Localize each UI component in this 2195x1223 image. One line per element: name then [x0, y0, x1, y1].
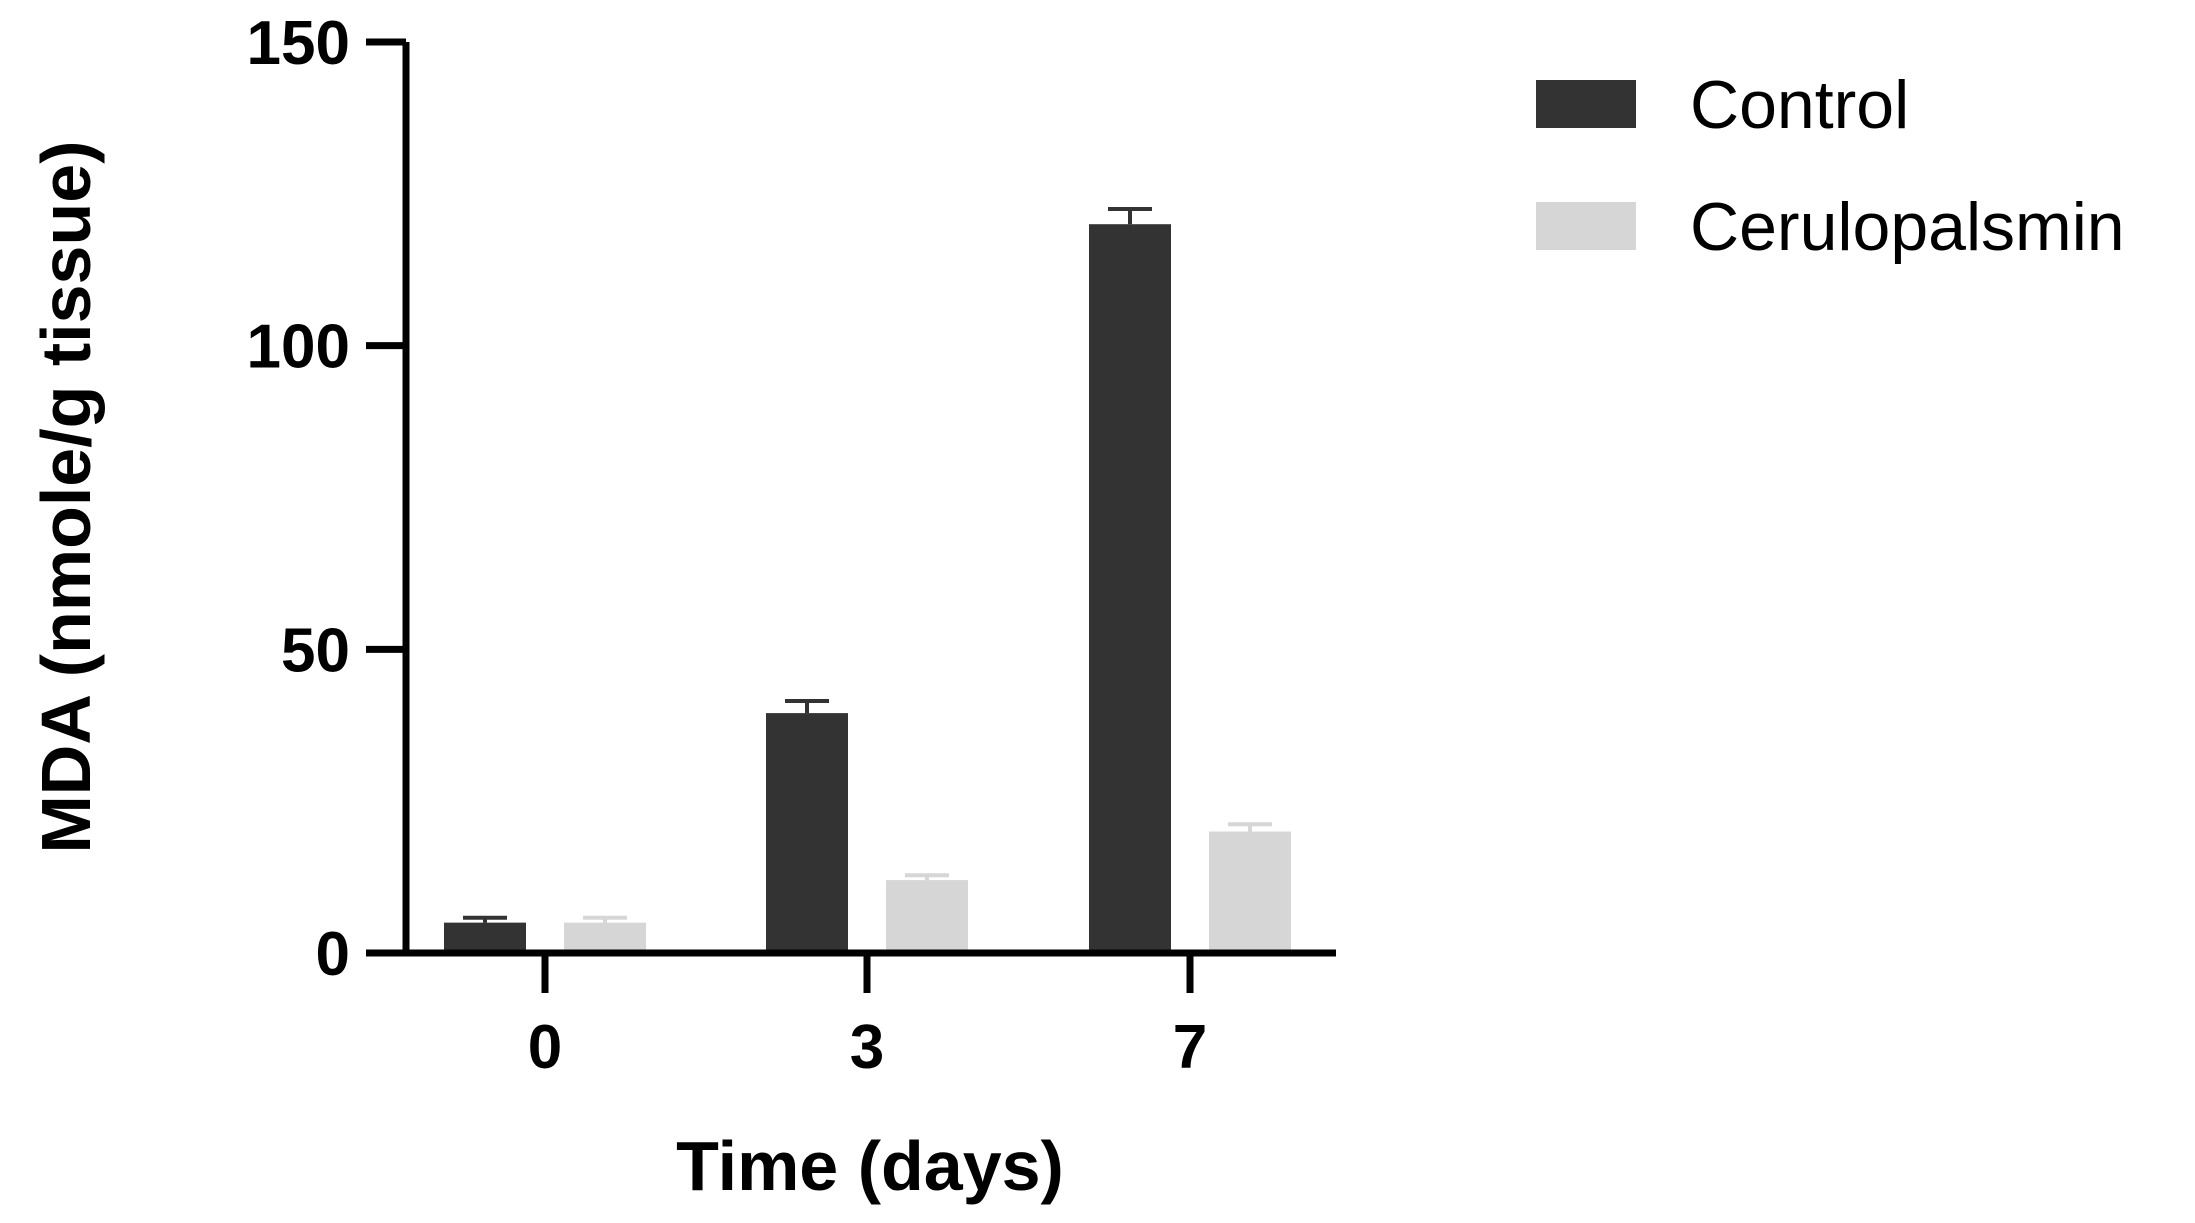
bar-control-day-7 — [1089, 224, 1171, 953]
bars-layer — [444, 224, 1291, 953]
y-tick-label: 0 — [316, 920, 350, 989]
bar-control-day-3 — [766, 713, 848, 953]
x-ticks-layer: 0 3 7 — [528, 953, 1207, 1082]
axes-layer — [402, 42, 1336, 957]
legend-label-control: Control — [1690, 67, 1909, 143]
legend: Control Cerulopalsmin — [1536, 67, 2125, 265]
x-tick-label: 0 — [528, 1013, 562, 1082]
y-tick-label: 100 — [247, 313, 350, 382]
y-tick-label: 150 — [247, 9, 350, 78]
y-tick-label: 50 — [281, 616, 350, 685]
x-tick-label: 7 — [1173, 1013, 1207, 1082]
legend-swatch-cerulopalsmin — [1536, 202, 1636, 250]
legend-swatch-control — [1536, 80, 1636, 128]
bar-cerulopalsmin-day-0 — [564, 922, 646, 953]
y-ticks-layer: 0 50 100 150 — [247, 9, 406, 989]
bar-control-day-0 — [444, 922, 526, 953]
x-axis-title: Time (days) — [676, 1127, 1064, 1205]
bar-cerulopalsmin-day-3 — [886, 880, 968, 953]
bar-cerulopalsmin-day-7 — [1209, 831, 1291, 953]
y-axis-title: MDA (nmole/g tissue) — [27, 141, 105, 854]
x-tick-label: 3 — [850, 1013, 884, 1082]
error-bars-layer — [463, 207, 1272, 923]
legend-label-cerulopalsmin: Cerulopalsmin — [1690, 189, 2125, 265]
